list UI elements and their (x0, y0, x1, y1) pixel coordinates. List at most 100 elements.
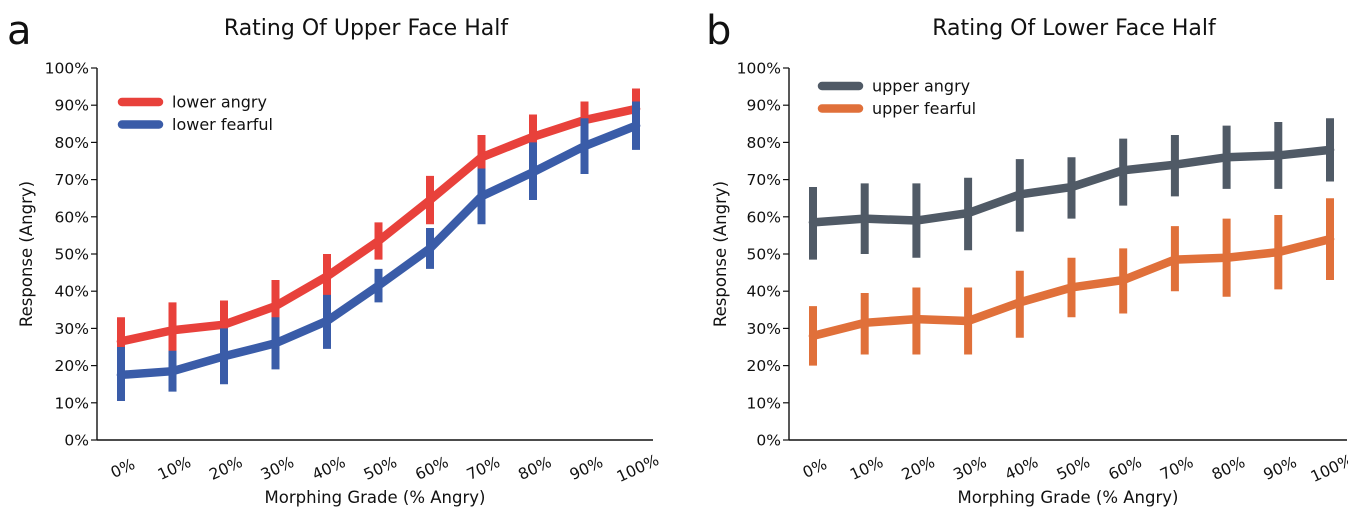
y-tick-label: 80% (747, 134, 781, 152)
data-point (271, 339, 280, 348)
data-point (963, 316, 973, 326)
x-tick-label: 100% (614, 451, 662, 486)
y-axis-label: Response (Angry) (711, 181, 730, 327)
y-tick-label: 70% (55, 171, 89, 189)
x-tick-label: 0% (108, 455, 138, 482)
x-tick-label: 70% (464, 453, 503, 484)
x-tick-label: 30% (951, 453, 990, 484)
data-point (963, 208, 973, 218)
data-point (1274, 247, 1283, 257)
y-tick-label: 0% (756, 432, 781, 450)
y-tick-label: 100% (45, 60, 89, 78)
legend-label: upper fearful (872, 99, 976, 118)
y-tick-label: 100% (737, 60, 781, 78)
y-tick-label: 0% (64, 432, 89, 450)
data-point (1067, 182, 1076, 192)
x-tick-label: 50% (1054, 453, 1093, 484)
y-tick-label: 50% (747, 246, 781, 264)
panel-a: a Rating Of Upper Face Half 0% 10% 20% 30% 40%… (7, 8, 662, 507)
data-point (580, 141, 589, 151)
data-point (860, 214, 869, 223)
x-tick-label: 60% (412, 453, 451, 484)
x-tick-label: 100% (1308, 451, 1348, 486)
y-tick-label: 60% (747, 208, 781, 226)
data-point (1015, 298, 1024, 307)
data-point (374, 236, 383, 246)
data-point (271, 301, 280, 311)
data-point (1119, 166, 1128, 175)
data-point (912, 216, 921, 225)
panel-letter: b (706, 8, 731, 54)
x-tick-label: 10% (155, 453, 194, 484)
data-point (528, 167, 538, 177)
data-point (1274, 151, 1283, 160)
data-point (477, 192, 486, 201)
y-tick-label: 30% (747, 320, 781, 338)
x-tick-label: 80% (515, 453, 554, 484)
data-point (1170, 160, 1180, 169)
x-tick-label: 10% (847, 453, 886, 484)
chart-title: Rating Of Lower Face Half (932, 16, 1217, 41)
x-tick-label: 90% (567, 453, 606, 484)
y-tick-label: 90% (747, 97, 781, 115)
x-tick-label: 50% (361, 453, 400, 484)
x-tick-label: 30% (258, 453, 297, 484)
data-point (1067, 283, 1076, 292)
y-tick-label: 20% (55, 357, 89, 375)
y-tick-label: 10% (55, 394, 89, 412)
data-point (116, 370, 126, 380)
data-point (425, 244, 435, 253)
data-point (116, 337, 126, 346)
data-point (912, 314, 921, 324)
x-tick-label: 60% (1106, 453, 1145, 484)
data-point (1170, 255, 1180, 264)
data-point (219, 320, 229, 329)
data-point (808, 218, 818, 227)
data-point (374, 281, 383, 290)
data-point (1325, 145, 1335, 155)
y-tick-label: 60% (55, 208, 89, 226)
data-point (860, 318, 869, 328)
data-point (631, 121, 641, 130)
y-tick-label: 20% (747, 357, 781, 375)
data-point (808, 331, 818, 341)
y-tick-label: 30% (55, 320, 89, 338)
series-lower-fearful (116, 101, 641, 401)
data-point (1222, 153, 1231, 162)
legend-label: upper angry (872, 77, 970, 96)
y-axis-label: Response (Angry) (17, 181, 36, 327)
x-tick-label: 20% (206, 453, 245, 484)
x-tick-label: 90% (1261, 453, 1300, 484)
x-tick-label: 70% (1157, 453, 1196, 484)
y-tick-label: 90% (55, 97, 89, 115)
y-tick-label: 40% (747, 283, 781, 301)
data-point (528, 132, 538, 142)
series-upper-fearful (808, 198, 1335, 366)
data-point (168, 326, 177, 335)
x-axis-label: Morphing Grade (% Angry) (265, 488, 486, 507)
panel-letter: a (7, 8, 32, 54)
series-upper-angry (808, 118, 1335, 260)
x-tick-label: 20% (899, 453, 938, 484)
legend-label: lower angry (172, 93, 267, 112)
data-point (322, 272, 332, 281)
x-axis-label: Morphing Grade (% Angry) (958, 488, 1179, 507)
data-point (219, 352, 229, 361)
x-tick-label: 0% (800, 455, 830, 482)
data-point (168, 366, 177, 376)
y-tick-label: 80% (55, 134, 89, 152)
y-tick-label: 40% (55, 283, 89, 301)
data-point (425, 195, 435, 205)
legend-label: lower fearful (172, 115, 273, 134)
chart-title: Rating Of Upper Face Half (224, 16, 509, 41)
data-point (1222, 253, 1231, 262)
data-point (1015, 190, 1024, 199)
data-point (322, 316, 332, 326)
data-point (1325, 234, 1335, 244)
panel-b: b Rating Of Lower Face Half 0% 10% 20% 30% 40%… (706, 8, 1348, 507)
y-tick-label: 70% (747, 171, 781, 189)
x-tick-label: 40% (1002, 453, 1041, 484)
y-tick-label: 10% (747, 394, 781, 412)
